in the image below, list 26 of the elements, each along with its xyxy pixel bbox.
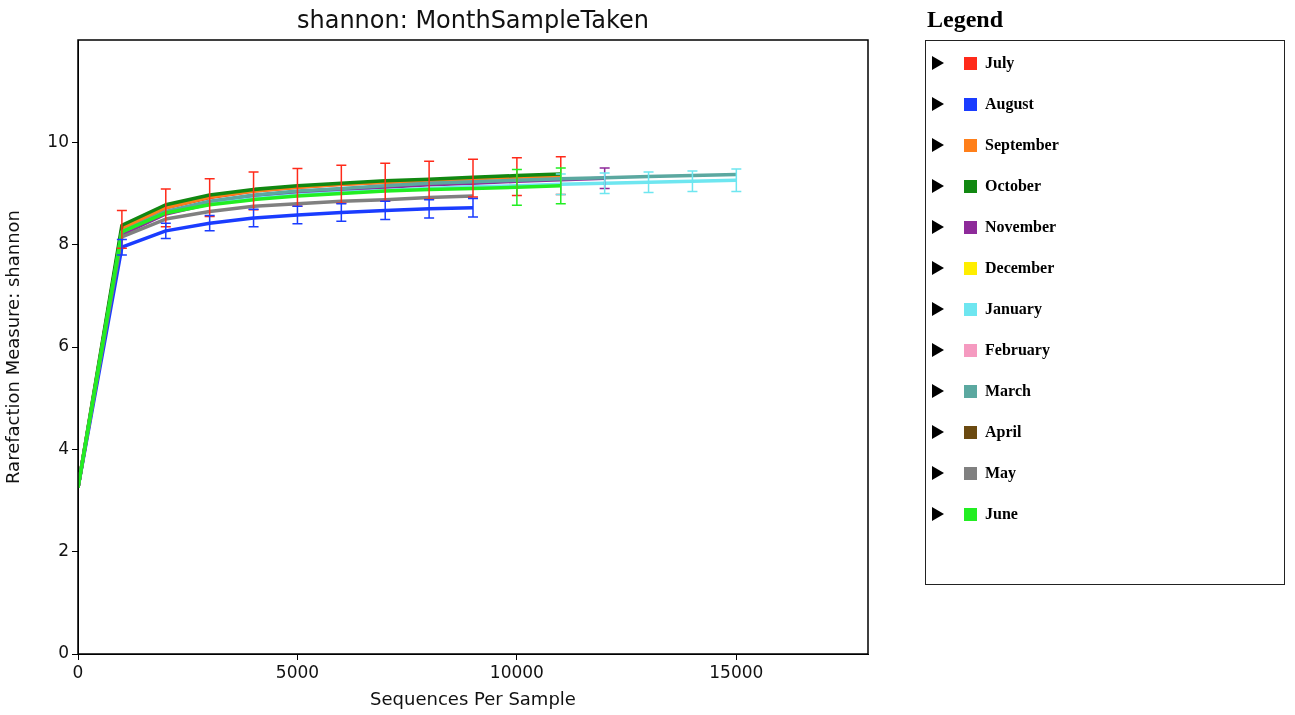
legend-label: December: [985, 259, 1055, 277]
legend-label: October: [985, 177, 1041, 195]
y-axis-title: Rarefaction Measure: shannon: [2, 209, 24, 485]
y-tick-label: 8: [58, 233, 69, 254]
x-tick-label: 15000: [709, 661, 764, 682]
legend-label: September: [985, 136, 1059, 154]
legend-label: January: [985, 300, 1042, 318]
legend-label: November: [985, 218, 1057, 236]
legend-label: March: [985, 382, 1031, 400]
y-tick-label: 2: [58, 540, 69, 561]
legend-label: April: [985, 423, 1022, 441]
legend-label: July: [985, 54, 1015, 72]
legend-label: May: [985, 464, 1017, 482]
chart-title: shannon: MonthSampleTaken: [295, 6, 651, 34]
legend-label: August: [985, 95, 1034, 113]
legend-title: Legend: [927, 6, 1004, 33]
x-axis-title: Sequences Per Sample: [370, 687, 576, 709]
x-tick-label: 0: [72, 661, 84, 682]
x-tick-label: 10000: [489, 661, 544, 682]
y-tick-label: 10: [47, 130, 69, 151]
legend-label: June: [985, 505, 1018, 523]
y-tick-label: 6: [58, 335, 69, 356]
x-tick-label: 5000: [275, 661, 320, 682]
legend-label: February: [985, 341, 1050, 359]
y-tick-label: 0: [58, 642, 69, 663]
y-tick-label: 4: [58, 437, 69, 458]
